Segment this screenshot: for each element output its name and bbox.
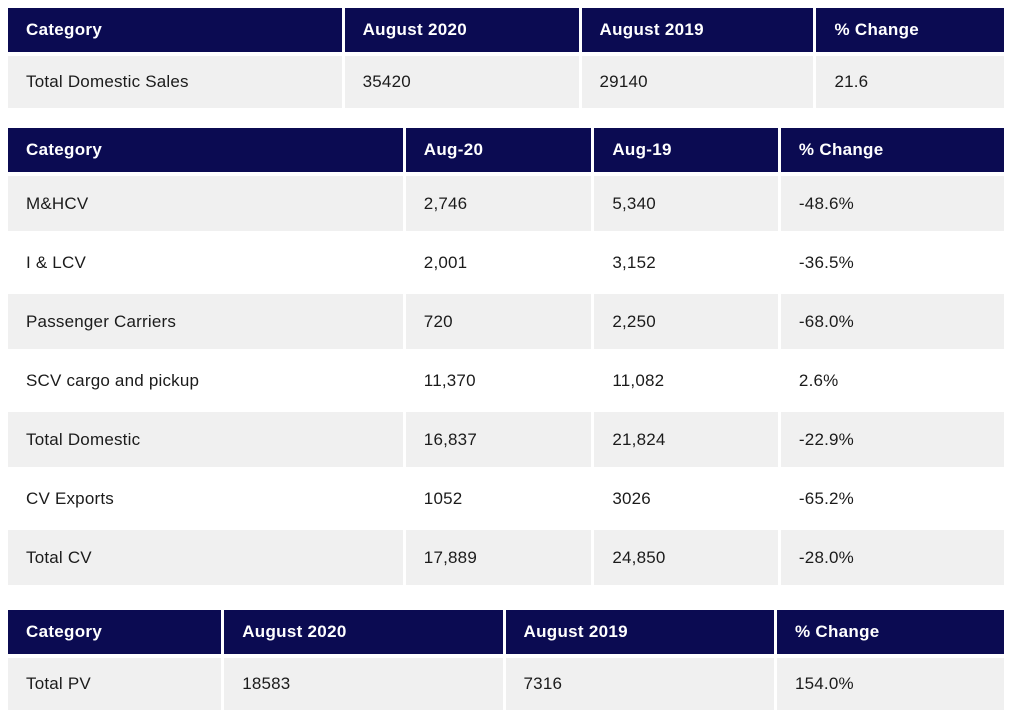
column-header-change: % Change [776, 610, 1004, 654]
value-cell: 720 [405, 294, 592, 349]
value-cell: 5,340 [594, 176, 778, 231]
value-cell: 154.0% [776, 658, 1004, 710]
table-row: M&HCV 2,746 5,340 -48.6% [8, 176, 1004, 231]
column-header-aug-19: Aug-19 [594, 128, 778, 172]
category-cell: Total CV [8, 530, 403, 585]
column-header-august-2019: August 2019 [581, 8, 814, 52]
value-cell: -28.0% [780, 530, 1004, 585]
table-row: Passenger Carriers 720 2,250 -68.0% [8, 294, 1004, 349]
passenger-vehicles-sales-table: Category August 2020 August 2019% Change To… [5, 606, 1007, 714]
column-header-august-2020: August 2020 [224, 610, 503, 654]
table-row: CV Exports 1052 3026 -65.2% [8, 471, 1004, 526]
value-cell: 3,152 [594, 235, 778, 290]
value-cell: 16,837 [405, 412, 592, 467]
value-cell: 3026 [594, 471, 778, 526]
column-header-change: % Change [816, 8, 1004, 52]
value-cell: 11,082 [594, 353, 778, 408]
table-row: Total CV 17,889 24,850 -28.0% [8, 530, 1004, 585]
category-cell: M&HCV [8, 176, 403, 231]
header-row: Category August 2020 August 2019% Change [8, 8, 1004, 52]
value-cell: 18583 [224, 658, 503, 710]
table-row: Total Domestic Sales 35420 29140 21.6 [8, 56, 1004, 108]
table-row: I & LCV 2,001 3,152 -36.5% [8, 235, 1004, 290]
category-cell: Total PV [8, 658, 222, 710]
category-cell: Passenger Carriers [8, 294, 403, 349]
value-cell: 2,250 [594, 294, 778, 349]
table-row: Total Domestic 16,837 21,824 -22.9% [8, 412, 1004, 467]
category-cell: I & LCV [8, 235, 403, 290]
category-cell: CV Exports [8, 471, 403, 526]
header-row: Category Aug-20 Aug-19% Change [8, 128, 1004, 172]
value-cell: 21,824 [594, 412, 778, 467]
value-cell: 17,889 [405, 530, 592, 585]
table-row: Total PV 18583 7316 154.0% [8, 658, 1004, 710]
commercial-vehicles-sales-table: Category Aug-20 Aug-19% Change M&HCV 2,746 5,… [5, 124, 1007, 589]
value-cell: 1052 [405, 471, 592, 526]
category-cell: Total Domestic Sales [8, 56, 342, 108]
value-cell: -22.9% [780, 412, 1004, 467]
value-cell: 21.6 [816, 56, 1004, 108]
column-header-august-2020: August 2020 [344, 8, 579, 52]
value-cell: 29140 [581, 56, 814, 108]
column-header-category: Category [8, 128, 403, 172]
category-cell: Total Domestic [8, 412, 403, 467]
value-cell: 2.6% [780, 353, 1004, 408]
value-cell: 2,001 [405, 235, 592, 290]
value-cell: 2,746 [405, 176, 592, 231]
value-cell: 11,370 [405, 353, 592, 408]
table-row: SCV cargo and pickup 11,370 11,082 2.6% [8, 353, 1004, 408]
value-cell: -68.0% [780, 294, 1004, 349]
header-row: Category August 2020 August 2019% Change [8, 610, 1004, 654]
value-cell: -48.6% [780, 176, 1004, 231]
value-cell: 7316 [505, 658, 774, 710]
value-cell: 24,850 [594, 530, 778, 585]
value-cell: 35420 [344, 56, 579, 108]
column-header-category: Category [8, 8, 342, 52]
column-header-aug-20: Aug-20 [405, 128, 592, 172]
value-cell: -36.5% [780, 235, 1004, 290]
total-domestic-sales-table: Category August 2020 August 2019% Change To… [5, 4, 1007, 112]
column-header-category: Category [8, 610, 222, 654]
value-cell: -65.2% [780, 471, 1004, 526]
column-header-change: % Change [780, 128, 1004, 172]
column-header-august-2019: August 2019 [505, 610, 774, 654]
category-cell: SCV cargo and pickup [8, 353, 403, 408]
